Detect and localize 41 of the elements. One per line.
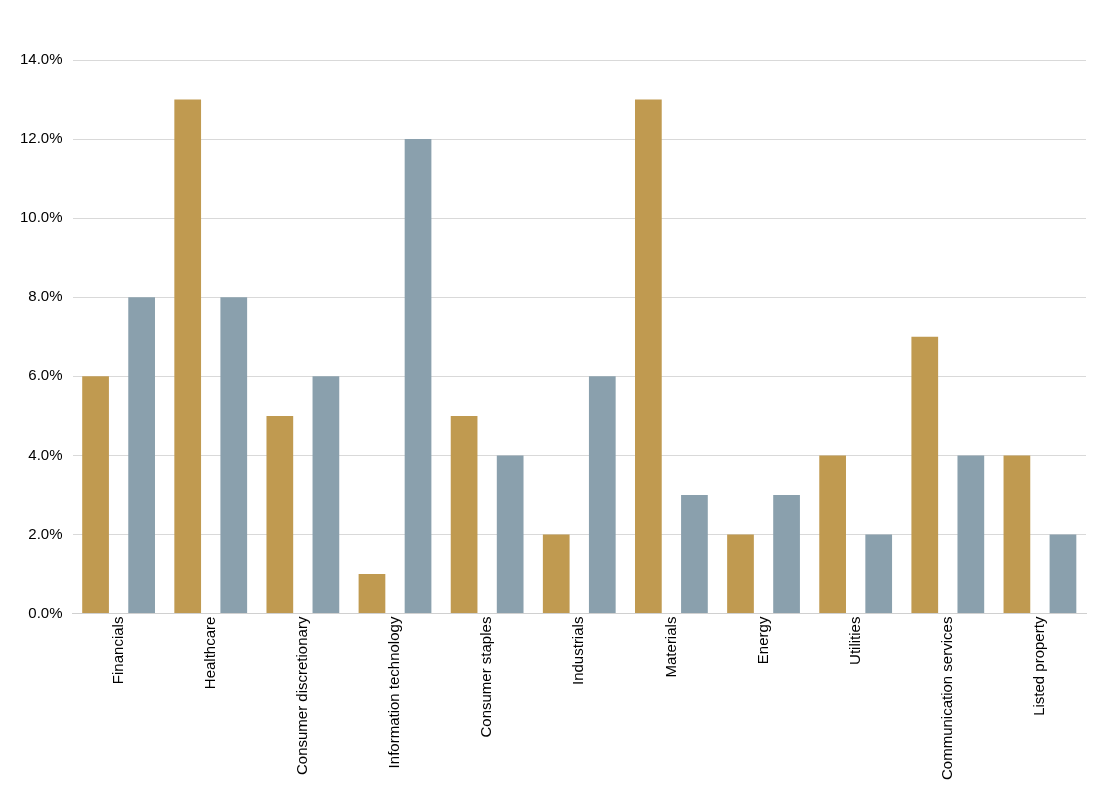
bar: [1049, 534, 1077, 614]
bar: [220, 297, 248, 614]
bar: [957, 455, 985, 614]
x-tick-label: Listed property: [1030, 616, 1048, 716]
bar: [312, 376, 340, 614]
y-tick-label: 8.0%: [28, 287, 63, 305]
x-tick-label: Industrials: [569, 616, 587, 685]
x-tick-label: Consumer staples: [477, 616, 495, 738]
x-tick-label: Energy: [753, 616, 771, 665]
x-tick-label: Financials: [108, 616, 126, 685]
bar: [542, 534, 570, 614]
bar: [266, 415, 294, 614]
bar: [727, 534, 754, 614]
bar: [865, 534, 893, 614]
y-tick-label: 14.0%: [19, 50, 63, 68]
bar: [1003, 455, 1031, 614]
bar: [588, 376, 616, 614]
bar: [773, 494, 800, 614]
y-tick-label: 10.0%: [19, 208, 63, 226]
y-tick-label: 0.0%: [28, 603, 63, 621]
x-tick-label: Communication services: [937, 616, 955, 780]
bar: [128, 297, 155, 614]
y-tick-label: 4.0%: [28, 445, 63, 463]
bar: [911, 336, 939, 614]
x-tick-label: Materials: [661, 616, 679, 678]
y-tick-label: 12.0%: [19, 129, 63, 147]
x-tick-label: Healthcare: [200, 616, 218, 690]
bar: [496, 455, 524, 614]
x-tick-label: Consumer discretionary: [293, 616, 311, 776]
bar: [174, 99, 202, 614]
bar: [82, 376, 109, 614]
bar: [404, 139, 432, 614]
bar: [358, 574, 386, 614]
bar: [681, 494, 708, 614]
bar: [635, 99, 662, 614]
x-tick-label: Information technology: [385, 616, 403, 769]
bar: [819, 455, 846, 614]
bar: [450, 415, 478, 614]
y-tick-label: 6.0%: [28, 366, 63, 384]
y-tick-label: 2.0%: [28, 524, 63, 542]
x-tick-label: Utilities: [845, 616, 863, 665]
